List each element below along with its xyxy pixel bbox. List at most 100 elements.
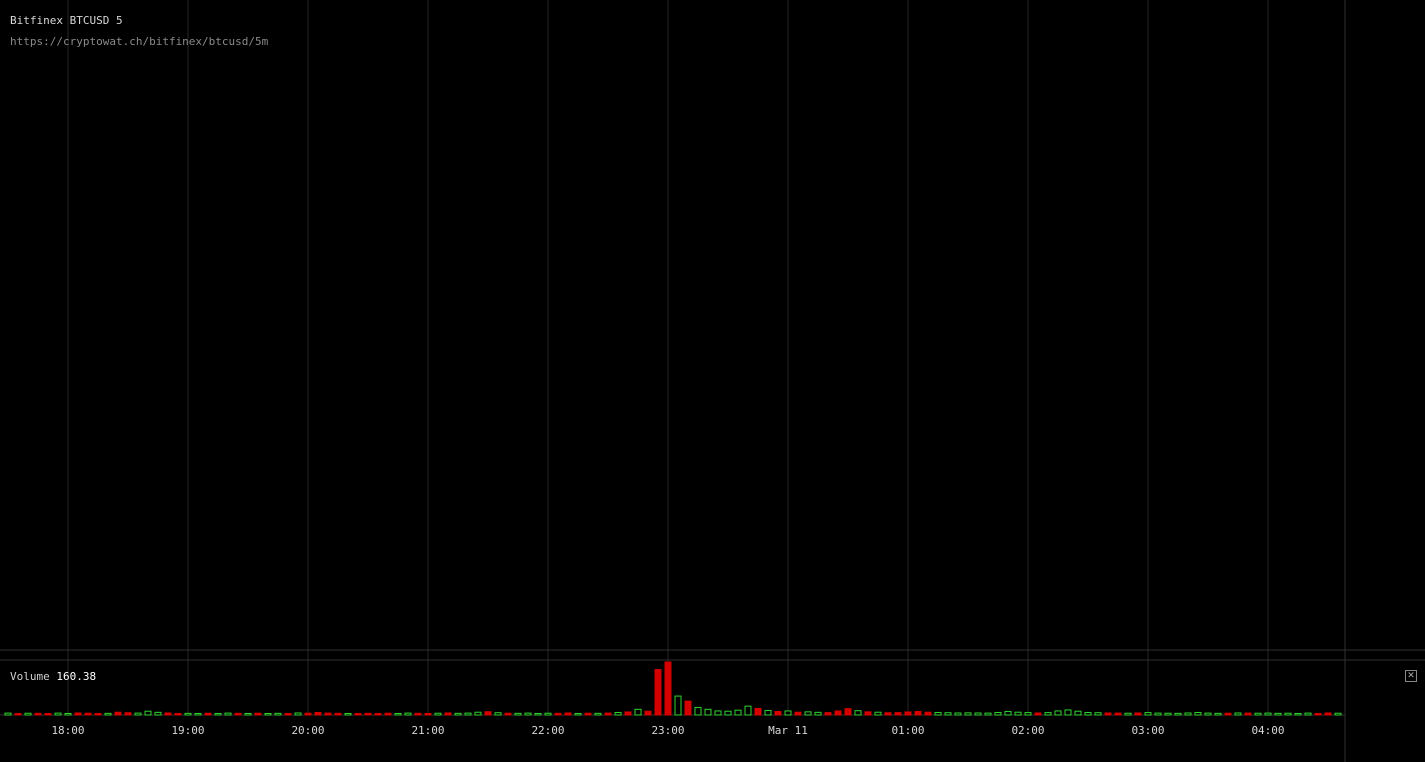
volume-bar [224,712,232,716]
volume-bar [1044,712,1052,716]
x-tick-label: 04:00 [1251,724,1284,737]
volume-bar [694,706,702,716]
volume-bar [954,712,962,716]
volume-bar [1014,711,1022,716]
volume-bar [294,712,302,716]
volume-bar [704,708,712,716]
volume-bar [1114,712,1122,716]
volume-bar [934,711,942,716]
x-tick-label: 01:00 [891,724,924,737]
volume-bar [264,713,272,716]
volume-bar [174,712,182,716]
volume-bar [344,712,352,716]
x-tick-label: 23:00 [651,724,684,737]
volume-bar [214,712,222,716]
volume-bar [624,711,632,716]
volume-bar [1294,712,1302,716]
volume-bar [1324,712,1332,716]
volume-bar [144,710,152,716]
volume-bar [104,712,112,716]
volume-bar [1004,710,1012,716]
volume-bar [244,712,252,716]
volume-bar [444,712,452,716]
volume-bar [1304,712,1312,716]
volume-bar [674,695,682,716]
x-tick-label: 03:00 [1131,724,1164,737]
volume-bar [1244,712,1252,716]
volume-bar [1204,712,1212,716]
volume-bar [364,712,372,716]
volume-bar [154,711,162,716]
volume-bar [664,661,672,716]
volume-bar [494,712,502,716]
volume-bar [734,709,742,716]
volume-bar [44,713,52,716]
volume-bar [1314,712,1322,716]
volume-bar [434,712,442,716]
volume-bar [194,713,202,716]
volume-bar [604,712,612,716]
volume-bar [984,712,992,716]
x-tick-label: 18:00 [51,724,84,737]
volume-bars [4,661,1342,716]
volume-bar [804,711,812,716]
volume-bar [994,711,1002,716]
volume-bar [1264,712,1272,716]
volume-bar [164,712,172,716]
volume-bar [1104,712,1112,716]
volume-bar [1024,712,1032,716]
volume-bar [974,712,982,716]
volume-bar [404,712,412,716]
volume-bar [74,712,82,716]
close-icon[interactable]: ✕ [1405,670,1417,682]
volume-bar [84,712,92,716]
volume-bar [784,710,792,716]
volume-bar [864,711,872,716]
volume-bar [834,710,842,716]
volume-bar [874,711,882,716]
x-axis: 18:00 19:00 20:00 21:00 22:00 23:00 Mar 11 01:0… [51,724,1284,737]
volume-bar [184,712,192,716]
volume-bar [324,712,332,716]
volume-bar [964,712,972,716]
volume-bar [124,712,132,716]
volume-bar [284,712,292,716]
volume-bar [554,712,562,716]
volume-bar [454,712,462,716]
volume-bar [824,712,832,716]
x-tick-label: 19:00 [171,724,204,737]
volume-bar [854,710,862,716]
volume-bar [884,712,892,716]
x-tick-label: 20:00 [291,724,324,737]
x-tick-label: 21:00 [411,724,444,737]
volume-bar [564,712,572,716]
volume-bar [744,705,752,716]
volume-bar [1334,712,1342,716]
volume-bar [64,712,72,716]
volume-bar [1234,712,1242,716]
volume-bar [334,712,342,716]
volume-bar [114,711,122,716]
volume-bar [1254,712,1262,716]
x-tick-label: Mar 11 [768,724,808,737]
volume-bar [314,711,322,716]
volume-bar [894,712,902,716]
volume-bar [594,712,602,716]
volume-bar [4,712,12,716]
volume-bar [274,712,282,716]
volume-bar [1174,712,1182,716]
volume-bar [814,711,822,716]
volume-bar [1274,712,1282,716]
volume-bar [634,708,642,716]
volume-bar [414,712,422,716]
volume-bar [1074,710,1082,716]
chart-url[interactable]: https://cryptowat.ch/bitfinex/btcusd/5m [10,35,269,48]
volume-bar [544,712,552,716]
volume-bar [394,713,402,716]
volume-bar [484,711,492,716]
volume-bar [614,711,622,716]
volume-bar [1054,710,1062,716]
volume-bar [754,707,762,716]
volume-bar [764,709,772,716]
